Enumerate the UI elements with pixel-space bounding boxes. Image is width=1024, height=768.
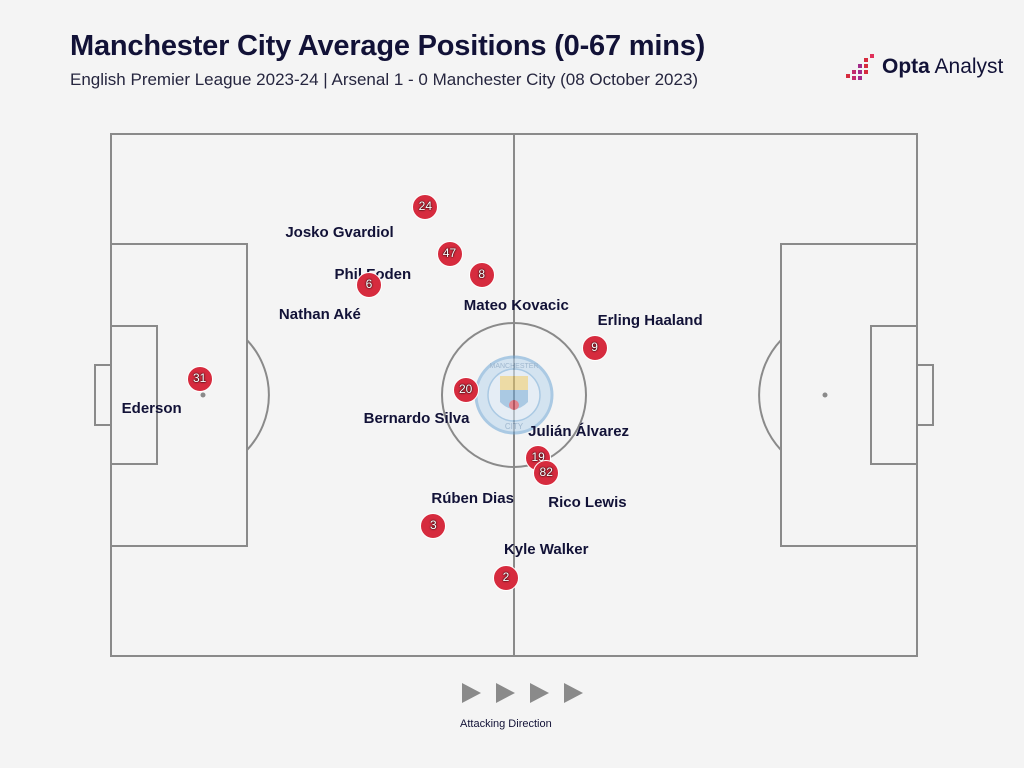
player-marker: 9 <box>581 335 608 362</box>
player-marker: 2 <box>492 564 519 591</box>
player-marker: 20 <box>452 376 479 403</box>
player-marker: 47 <box>436 241 463 268</box>
player-name-label: Mateo Kovacic <box>463 296 569 314</box>
centre-circle <box>441 322 587 468</box>
opta-logo-icon <box>846 54 874 80</box>
left-penalty-spot <box>200 392 206 398</box>
opta-analyst-logo: Opta Analyst <box>846 54 1003 80</box>
right-penalty-spot <box>822 392 828 398</box>
play-arrow-icon <box>564 683 583 703</box>
right-goal <box>916 364 934 426</box>
right-penalty-arc <box>758 339 782 451</box>
crest-text-top: MANCHESTER <box>489 363 538 370</box>
right-penalty-area <box>780 243 918 547</box>
player-name-label: Ederson <box>121 400 182 418</box>
play-arrow-icon <box>462 683 481 703</box>
player-marker: 3 <box>420 512 447 539</box>
brand-name: Opta Analyst <box>882 55 1004 78</box>
player-marker: 24 <box>412 194 439 221</box>
player-name-label: Julián Álvarez <box>528 422 630 440</box>
match-subtitle: English Premier League 2023-24 | Arsenal… <box>70 70 699 89</box>
attacking-direction-arrows <box>460 682 584 704</box>
player-name-label: Josko Gvardiol <box>285 224 394 242</box>
attacking-direction-label: Attacking Direction <box>460 718 552 730</box>
left-six-yard-box <box>110 325 158 465</box>
player-marker: 6 <box>355 272 382 299</box>
player-marker: 8 <box>468 261 495 288</box>
page-title: Manchester City Average Positions (0-67 … <box>70 30 706 62</box>
player-name-label: Bernardo Silva <box>363 409 470 427</box>
player-name-label: Rúben Dias <box>431 489 514 507</box>
player-name-label: Erling Haaland <box>597 312 703 330</box>
player-marker: 82 <box>533 460 560 487</box>
left-penalty-arc <box>246 339 270 451</box>
play-arrow-icon <box>496 683 515 703</box>
player-name-label: Kyle Walker <box>503 540 589 558</box>
player-name-label: Rico Lewis <box>548 494 627 512</box>
left-penalty-area <box>110 243 248 547</box>
left-goal <box>94 364 112 426</box>
player-marker: 31 <box>186 366 213 393</box>
player-name-label: Nathan Aké <box>278 306 361 324</box>
club-crest: MANCHESTER CITY <box>474 355 554 435</box>
crest-text-bottom: CITY <box>505 422 524 431</box>
right-six-yard-box <box>870 325 918 465</box>
play-arrow-icon <box>530 683 549 703</box>
